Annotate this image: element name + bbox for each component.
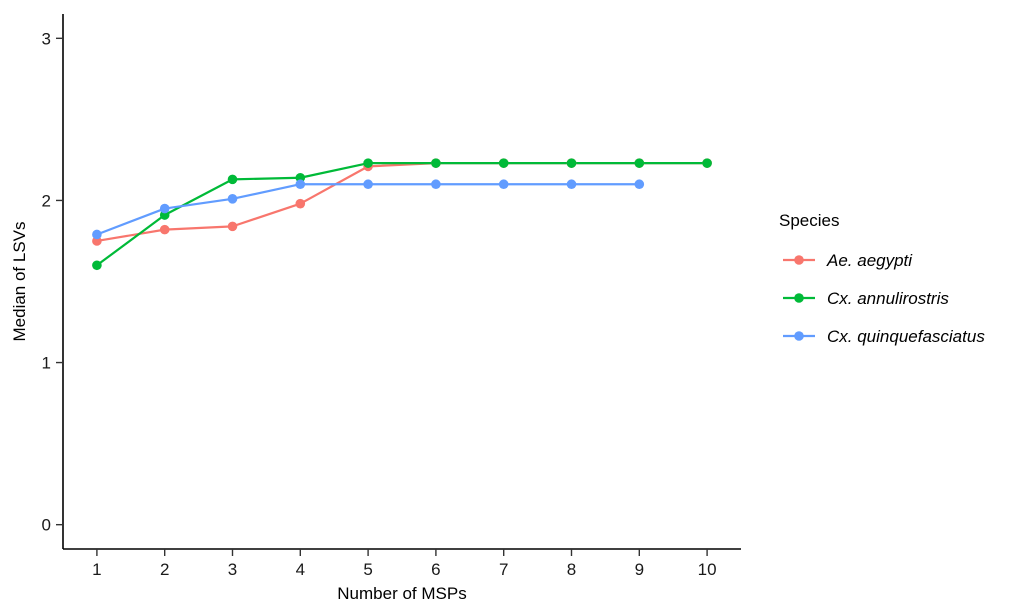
data-point-ae-aegypti (159, 224, 170, 235)
data-point-cx-annulirostris (634, 158, 645, 168)
x-tick-label: 8 (567, 560, 576, 579)
data-point-ae-aegypti (227, 221, 238, 232)
y-tick-label: 2 (42, 191, 51, 210)
y-tick-label: 1 (42, 354, 51, 373)
data-point-cx-quinquefasciatus (363, 179, 373, 190)
data-point-cx-quinquefasciatus (566, 179, 577, 190)
axes: 1 2 3 4 5 6 7 8 9 10 0 1 2 3 (42, 14, 741, 579)
series-line-cx-quinquefasciatus (96, 183, 640, 236)
y-axis-title: Median of LSVs (10, 221, 29, 341)
legend-key-point (794, 331, 804, 341)
data-point-cx-annulirostris (702, 158, 712, 168)
data-point-cx-quinquefasciatus (498, 179, 509, 190)
x-tick-label: 9 (635, 560, 644, 579)
data-point-cx-annulirostris (363, 158, 373, 168)
data-point-ae-aegypti (295, 198, 306, 209)
data-point-cx-annulirostris (92, 260, 102, 271)
y-axis-ticks: 0 1 2 3 (42, 29, 63, 535)
data-point-cx-quinquefasciatus (634, 179, 645, 190)
data-point-cx-quinquefasciatus (92, 229, 102, 240)
legend-key-point (794, 255, 804, 265)
data-point-cx-annulirostris (227, 174, 238, 185)
plot-lines (96, 162, 708, 267)
x-tick-label: 5 (363, 560, 372, 579)
data-point-cx-annulirostris (566, 158, 577, 168)
legend-key-point (794, 293, 804, 303)
plot-points (92, 158, 712, 271)
x-axis-title: Number of MSPs (337, 584, 466, 603)
x-tick-label: 2 (160, 560, 169, 579)
x-tick-label: 10 (698, 560, 717, 579)
legend-title: Species (779, 211, 839, 230)
legend-item-cx-annulirostris: Cx. annulirostris (783, 289, 949, 308)
x-tick-label: 7 (499, 560, 508, 579)
series-line-cx-annulirostris (96, 162, 708, 267)
legend-label: Cx. quinquefasciatus (827, 327, 985, 346)
y-tick-label: 0 (42, 516, 51, 535)
legend: Species Ae. aegypti Cx. annulirostris Cx. … (779, 211, 985, 346)
legend-items: Ae. aegypti Cx. annulirostris Cx. quinquef… (783, 251, 985, 346)
x-tick-label: 1 (92, 560, 101, 579)
data-point-cx-quinquefasciatus (431, 179, 441, 190)
data-point-cx-quinquefasciatus (227, 194, 238, 204)
legend-item-ae-aegypti: Ae. aegypti (783, 251, 913, 270)
legend-label: Ae. aegypti (826, 251, 913, 270)
y-tick-label: 3 (42, 29, 51, 48)
x-tick-label: 6 (431, 560, 440, 579)
legend-label: Cx. annulirostris (827, 289, 949, 308)
data-point-cx-annulirostris (431, 158, 441, 168)
legend-item-cx-quinquefasciatus: Cx. quinquefasciatus (783, 327, 985, 346)
x-tick-label: 4 (296, 560, 305, 579)
data-point-cx-annulirostris (498, 158, 509, 168)
data-point-cx-quinquefasciatus (295, 179, 306, 190)
x-axis-ticks: 1 2 3 4 5 6 7 8 9 10 (92, 549, 717, 579)
x-tick-label: 3 (228, 560, 237, 579)
data-point-cx-quinquefasciatus (159, 203, 170, 214)
